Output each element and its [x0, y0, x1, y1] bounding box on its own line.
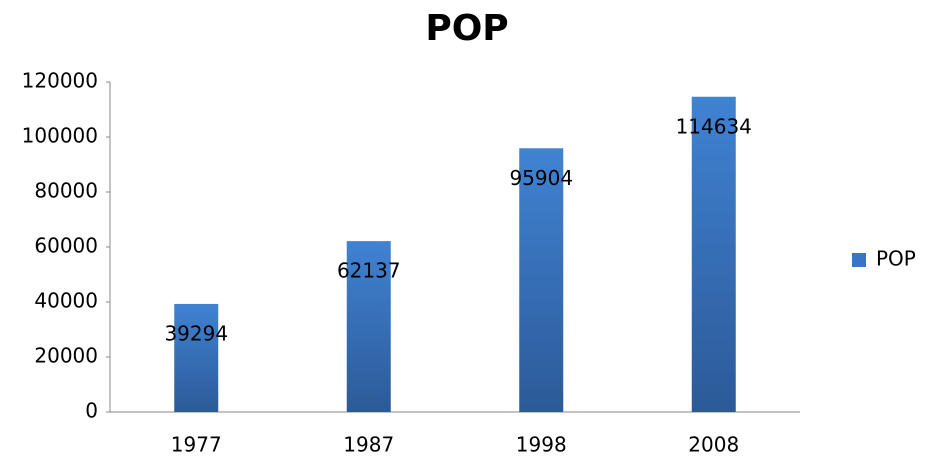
- data-label: 95904: [509, 166, 573, 190]
- data-label: 62137: [337, 259, 401, 283]
- bar: [691, 96, 736, 412]
- x-tick-label: 1987: [343, 433, 394, 457]
- x-tick-label: 1977: [171, 433, 222, 457]
- y-tick-label: 0: [85, 399, 98, 423]
- y-tick-label: 100000: [22, 124, 98, 148]
- chart-title: POP: [425, 8, 508, 49]
- y-tick-label: 20000: [34, 344, 98, 368]
- data-label: 39294: [164, 321, 228, 345]
- y-tick-label: 120000: [22, 69, 98, 93]
- legend-swatch: [852, 253, 866, 267]
- bar: [346, 241, 391, 412]
- y-tick-label: 80000: [34, 179, 98, 203]
- legend-label: POP: [876, 247, 916, 271]
- x-tick-label: 1998: [516, 433, 567, 457]
- y-tick-label: 60000: [34, 234, 98, 258]
- bar: [519, 148, 564, 412]
- bar: [174, 303, 219, 412]
- data-label: 114634: [676, 114, 752, 138]
- y-tick-label: 40000: [34, 289, 98, 313]
- x-tick-label: 2008: [688, 433, 739, 457]
